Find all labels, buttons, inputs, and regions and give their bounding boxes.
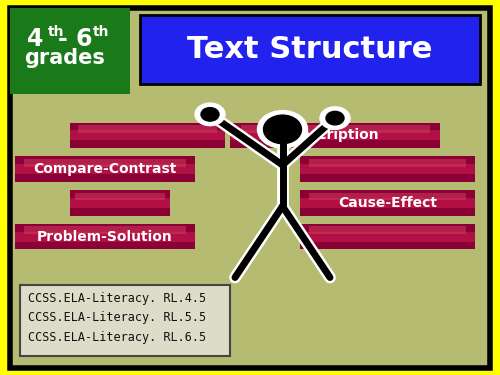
FancyBboxPatch shape: [78, 125, 218, 133]
FancyBboxPatch shape: [75, 193, 165, 200]
FancyBboxPatch shape: [15, 164, 195, 174]
FancyBboxPatch shape: [70, 130, 225, 141]
Text: Description: Description: [290, 128, 380, 142]
Circle shape: [258, 111, 308, 148]
Text: - 6: - 6: [58, 27, 92, 51]
Text: th: th: [48, 25, 64, 39]
Text: CCSS.ELA-Literacy. RL.6.5: CCSS.ELA-Literacy. RL.6.5: [28, 331, 206, 344]
FancyBboxPatch shape: [230, 130, 440, 141]
Text: Compare-Contrast: Compare-Contrast: [34, 162, 176, 176]
FancyBboxPatch shape: [15, 224, 195, 249]
FancyBboxPatch shape: [300, 231, 475, 242]
FancyBboxPatch shape: [308, 226, 466, 234]
FancyBboxPatch shape: [308, 159, 466, 166]
Text: th: th: [92, 25, 109, 39]
FancyBboxPatch shape: [308, 193, 466, 200]
FancyBboxPatch shape: [300, 164, 475, 174]
Text: 4: 4: [28, 27, 44, 51]
Text: grades: grades: [24, 48, 105, 68]
Circle shape: [264, 115, 302, 144]
Text: Text Structure: Text Structure: [188, 35, 432, 64]
FancyBboxPatch shape: [15, 231, 195, 242]
FancyBboxPatch shape: [240, 125, 430, 133]
FancyBboxPatch shape: [24, 226, 186, 234]
FancyBboxPatch shape: [300, 224, 475, 249]
Circle shape: [326, 111, 344, 125]
FancyBboxPatch shape: [300, 190, 475, 216]
Text: Cause-Effect: Cause-Effect: [338, 196, 437, 210]
Text: CCSS.ELA-Literacy. RL.5.5: CCSS.ELA-Literacy. RL.5.5: [28, 311, 206, 324]
Circle shape: [201, 108, 219, 121]
FancyBboxPatch shape: [20, 285, 230, 356]
Circle shape: [320, 107, 350, 129]
Circle shape: [195, 103, 225, 126]
Text: CCSS.ELA-Literacy. RL.4.5: CCSS.ELA-Literacy. RL.4.5: [28, 292, 206, 304]
FancyBboxPatch shape: [140, 15, 480, 84]
Text: Problem-Solution: Problem-Solution: [37, 230, 173, 244]
FancyBboxPatch shape: [70, 198, 170, 208]
FancyBboxPatch shape: [70, 123, 225, 148]
FancyBboxPatch shape: [230, 123, 440, 148]
FancyBboxPatch shape: [15, 156, 195, 182]
FancyBboxPatch shape: [70, 190, 170, 216]
FancyBboxPatch shape: [300, 198, 475, 208]
FancyBboxPatch shape: [10, 8, 130, 94]
FancyBboxPatch shape: [24, 159, 186, 166]
FancyBboxPatch shape: [10, 8, 490, 368]
FancyBboxPatch shape: [300, 156, 475, 182]
